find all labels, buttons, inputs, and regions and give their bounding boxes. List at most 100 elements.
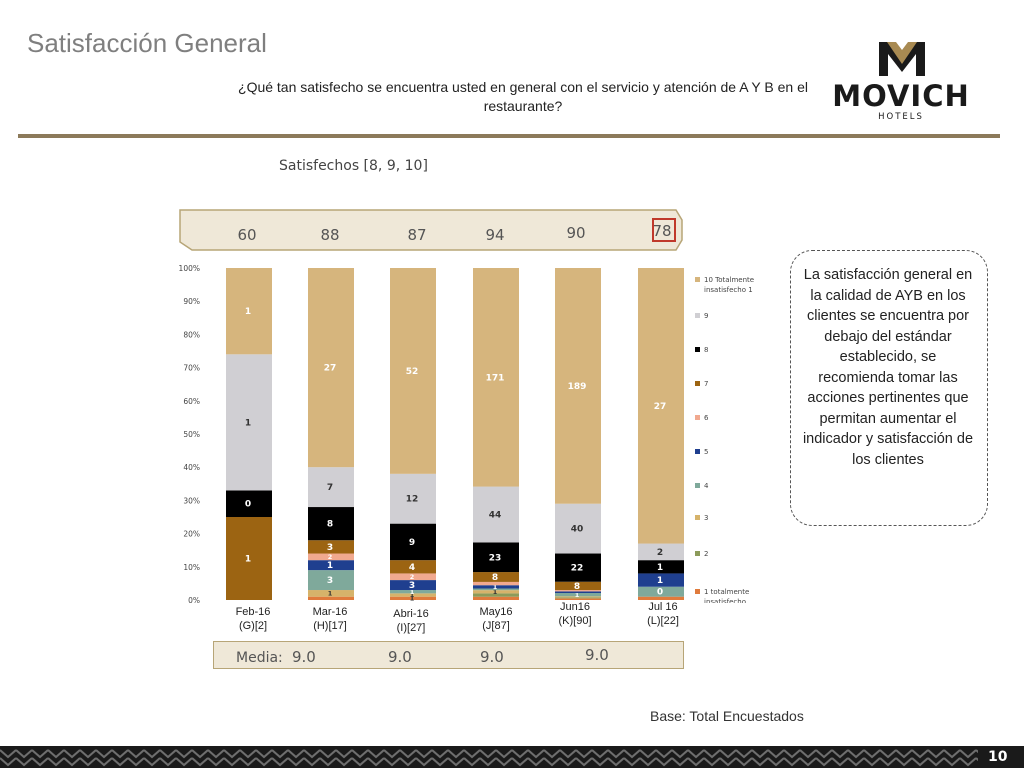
legend-swatch bbox=[695, 347, 700, 352]
satisfechos-value-feb: 60 bbox=[237, 226, 257, 244]
bar-data-label: 1 bbox=[327, 561, 333, 571]
stacked-bar-chart: 0%10%20%30%40%50%60%70%80%90%100%1011131… bbox=[179, 264, 755, 603]
legend-label: 8 bbox=[704, 346, 708, 354]
y-tick-label: 30% bbox=[183, 496, 200, 505]
y-tick-label: 10% bbox=[183, 563, 200, 572]
bar-segment bbox=[473, 581, 519, 586]
bar-segment bbox=[390, 268, 436, 474]
bar-data-label: 3 bbox=[327, 543, 333, 553]
legend-label: 1 totalmente bbox=[704, 588, 749, 596]
bar-segment bbox=[390, 580, 436, 591]
bar-segment bbox=[390, 573, 436, 581]
bar-segment bbox=[308, 467, 354, 508]
y-tick-label: 50% bbox=[183, 430, 200, 439]
bar-data-label: 2 bbox=[328, 553, 333, 561]
bar-data-label: 0 bbox=[657, 588, 663, 598]
bar-data-label: 7 bbox=[327, 483, 333, 493]
bar-segment bbox=[555, 553, 601, 582]
bar-segment bbox=[638, 596, 684, 600]
y-tick-label: 0% bbox=[188, 596, 200, 603]
bar-segment bbox=[473, 486, 519, 543]
legend-swatch bbox=[695, 589, 700, 594]
header-divider bbox=[18, 134, 1000, 138]
bar-segment bbox=[473, 572, 519, 582]
bar-segment bbox=[390, 560, 436, 574]
x-label-feb: Feb-16 (G)[2] bbox=[235, 606, 271, 632]
bar-data-label: 1 bbox=[245, 418, 251, 428]
bar-data-label: 1 bbox=[493, 583, 498, 591]
y-tick-label: 60% bbox=[183, 397, 200, 406]
bar-segment bbox=[390, 593, 436, 597]
bar-data-label: 189 bbox=[568, 382, 587, 392]
bar-segment bbox=[473, 585, 519, 589]
bar-segment bbox=[638, 268, 684, 544]
legend-swatch bbox=[695, 551, 700, 556]
bar-segment bbox=[226, 354, 272, 491]
survey-question: ¿Qué tan satisfecho se encuentra usted e… bbox=[238, 79, 808, 114]
bar-segment bbox=[308, 596, 354, 600]
bar-segment bbox=[555, 591, 601, 594]
media-label: Media: bbox=[236, 650, 283, 666]
legend-label: 2 bbox=[704, 550, 708, 558]
logo-sub: HOTELS bbox=[878, 112, 924, 122]
page-number: 10 bbox=[988, 749, 1008, 765]
bar-data-label: 9 bbox=[409, 538, 415, 548]
x-label-mar: Mar-16 (H)[17] bbox=[312, 606, 348, 632]
legend-swatch bbox=[695, 483, 700, 488]
bar-data-label: 2 bbox=[657, 548, 663, 558]
x-label-jun: Jun16 (K)[90] bbox=[558, 601, 592, 627]
bar-segment bbox=[308, 560, 354, 571]
bar-segment bbox=[390, 473, 436, 524]
bar-data-label: 8 bbox=[492, 573, 498, 583]
bar-data-label: 27 bbox=[324, 364, 337, 374]
legend-label: 5 bbox=[704, 448, 708, 456]
footer-pattern bbox=[0, 746, 1024, 768]
bar-data-label: 2 bbox=[410, 573, 415, 581]
legend-label: 9 bbox=[704, 312, 708, 320]
y-tick-label: 90% bbox=[183, 297, 200, 306]
bar-data-label: 1 bbox=[410, 591, 415, 599]
media-value-4: 9.0 bbox=[585, 646, 609, 664]
bar-data-label: 3 bbox=[409, 581, 415, 591]
media-band bbox=[213, 641, 684, 669]
bar-data-label: 12 bbox=[406, 495, 419, 505]
x-label-jul: Jul 16 (L)[22] bbox=[647, 601, 679, 627]
legend-label: 3 bbox=[704, 514, 708, 522]
bar-segment bbox=[555, 598, 601, 600]
satisfechos-band bbox=[179, 209, 683, 251]
bar-segment bbox=[226, 268, 272, 355]
bar-segment bbox=[390, 596, 436, 600]
bar-data-label: 3 bbox=[327, 576, 333, 586]
legend-label: insatisfecho 1 bbox=[704, 286, 753, 294]
satisfechos-value-mar: 88 bbox=[320, 226, 340, 244]
y-tick-label: 40% bbox=[183, 463, 200, 472]
bar-segment bbox=[555, 593, 601, 597]
bar-segment bbox=[308, 553, 354, 561]
bar-segment bbox=[473, 596, 519, 600]
legend-label: 4 bbox=[704, 482, 709, 490]
bar-segment bbox=[473, 588, 519, 591]
satisfechos-highlight-box bbox=[652, 218, 676, 242]
x-label-may: May16 (J[87] bbox=[479, 606, 513, 632]
bar-segment bbox=[226, 490, 272, 517]
bar-data-label: 171 bbox=[486, 373, 505, 383]
bar-data-label: 22 bbox=[571, 564, 584, 574]
satisfechos-value-may: 94 bbox=[485, 226, 505, 244]
movich-logo: MOVICH HOTELS bbox=[832, 42, 969, 122]
base-note: Base: Total Encuestados bbox=[650, 708, 804, 724]
bar-segment bbox=[308, 507, 354, 541]
legend-label: 6 bbox=[704, 414, 709, 422]
bar-segment bbox=[638, 560, 684, 574]
bar-data-label: 1 bbox=[410, 588, 415, 596]
bar-segment bbox=[473, 593, 519, 597]
y-tick-label: 80% bbox=[183, 330, 200, 339]
bar-segment bbox=[390, 590, 436, 594]
bar-segment bbox=[555, 268, 601, 504]
movich-logo-mark bbox=[879, 42, 925, 76]
satisfechos-value-jul: 78 bbox=[652, 222, 672, 240]
satisfechos-label: Satisfechos [8, 9, 10] bbox=[279, 158, 428, 174]
bar-segment bbox=[308, 268, 354, 468]
bar-data-label: 44 bbox=[489, 511, 502, 521]
bar-data-label: 1 bbox=[657, 563, 663, 573]
bar-data-label: 1 bbox=[245, 555, 251, 565]
